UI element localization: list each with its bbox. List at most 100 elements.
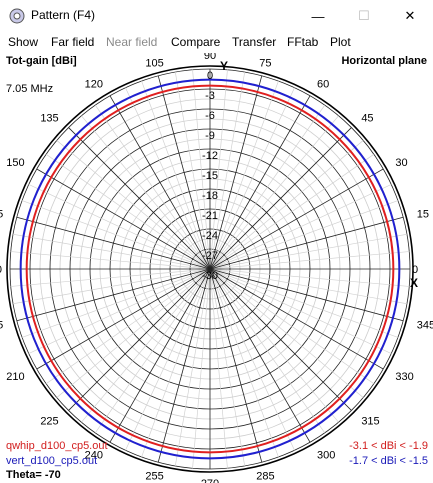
minor-spoke	[209, 268, 339, 423]
legend-series-2: vert_d100_cp5.out	[6, 455, 98, 467]
angle-tick-label: 75	[259, 57, 271, 69]
minor-spoke	[209, 69, 228, 270]
minor-spoke	[56, 268, 211, 398]
minor-spoke	[21, 200, 211, 270]
minor-spoke	[45, 153, 211, 270]
minor-spoke	[209, 87, 295, 270]
series-2-trace	[19, 78, 401, 460]
radial-tick-label: -24	[202, 230, 218, 242]
minor-spoke	[209, 268, 326, 434]
grid-spoke	[209, 268, 311, 443]
minimize-icon: —	[311, 8, 325, 24]
menu-fftab[interactable]: FFtab	[287, 35, 319, 49]
grid-spoke	[209, 216, 404, 270]
grid-spoke	[209, 268, 384, 370]
theta-readout: Theta= -70	[6, 469, 61, 481]
grid-spoke	[157, 268, 211, 463]
x-axis-marker: X	[410, 276, 418, 290]
angle-tick-label: 240	[85, 449, 103, 461]
range-series-1: -3.1 < dBi < -1.9	[349, 440, 428, 452]
grid-spoke	[209, 95, 311, 270]
angle-tick-label: 135	[40, 113, 58, 125]
minor-spoke	[10, 251, 211, 270]
angle-tick-label: 0	[412, 264, 418, 276]
minor-spoke	[81, 115, 211, 270]
minor-spoke	[209, 268, 279, 458]
minimize-button[interactable]: —	[295, 0, 341, 32]
menu-show[interactable]: Show	[8, 35, 39, 49]
close-button[interactable]: ✕	[387, 0, 433, 32]
minor-spoke	[10, 268, 211, 287]
frequency-label: 7.05 MHz	[6, 83, 54, 95]
title-bar[interactable]: Pattern (F4) — ☐ ✕	[0, 0, 433, 32]
angle-tick-label: 300	[317, 449, 335, 461]
grid-spoke	[16, 268, 211, 322]
grid-spoke	[209, 268, 404, 322]
maximize-icon: ☐	[358, 8, 370, 23]
minor-spoke	[209, 115, 339, 270]
minor-spoke	[209, 80, 279, 270]
radial-tick-label: -15	[202, 170, 218, 182]
radial-tick-label: -30	[202, 270, 218, 282]
radial-tick-label: -12	[202, 150, 218, 162]
radial-tick-label: -6	[205, 110, 215, 122]
radial-tick-label: 0	[207, 70, 213, 82]
minor-spoke	[28, 268, 211, 354]
radial-tick-label: -3	[205, 90, 215, 102]
angle-tick-label: 45	[361, 113, 373, 125]
minor-spoke	[209, 153, 375, 270]
minor-spoke	[192, 69, 211, 270]
minor-spoke	[209, 268, 364, 398]
minor-spoke	[141, 268, 211, 458]
angle-tick-label: 195	[0, 319, 3, 331]
minor-spoke	[209, 268, 246, 467]
minor-spoke	[94, 268, 211, 434]
minor-spoke	[209, 268, 399, 338]
menu-plot[interactable]: Plot	[330, 35, 351, 49]
grid-spoke	[109, 95, 211, 270]
range-series-2: -1.7 < dBi < -1.5	[349, 455, 428, 467]
angle-tick-label: 150	[6, 157, 24, 169]
angle-tick-label: 120	[85, 79, 103, 91]
radial-tick-label: -21	[202, 210, 218, 222]
grid-spoke	[16, 216, 211, 270]
minor-spoke	[12, 233, 211, 270]
minor-spoke	[81, 268, 211, 423]
minor-spoke	[209, 268, 228, 469]
grid-spoke	[209, 268, 263, 463]
minor-spoke	[209, 71, 246, 270]
grid-spoke	[209, 75, 263, 270]
grid-spoke	[68, 268, 211, 411]
menu-transfer[interactable]: Transfer	[232, 35, 277, 49]
close-icon: ✕	[404, 8, 416, 23]
minor-spoke	[209, 140, 364, 270]
angle-tick-label: 90	[204, 53, 216, 62]
angle-tick-label: 315	[361, 415, 379, 427]
grid-spoke	[109, 268, 211, 443]
minor-spoke	[141, 80, 211, 270]
app-icon	[9, 8, 25, 24]
quantity-label: Tot-gain [dBi]	[6, 55, 77, 67]
angle-tick-label: 270	[201, 478, 219, 483]
angle-tick-label: 345	[417, 319, 433, 331]
angle-tick-label: 60	[317, 79, 329, 91]
angle-tick-label: 30	[395, 157, 407, 169]
menu-bar: Show Far field Near field Compare Transf…	[0, 32, 433, 52]
menu-near-field[interactable]: Near field	[106, 35, 158, 49]
series-1-trace	[25, 84, 395, 454]
menu-far-field[interactable]: Far field	[51, 35, 95, 49]
menu-compare[interactable]: Compare	[171, 35, 221, 49]
maximize-button[interactable]: ☐	[341, 0, 387, 32]
plane-label: Horizontal plane	[341, 55, 427, 67]
grid-spoke	[36, 268, 211, 370]
angle-tick-label: 210	[6, 371, 24, 383]
minor-spoke	[209, 268, 295, 451]
pattern-plot-area[interactable]: 0 -3 -6 -9 -12 -15 -18 -21 -24 -27 -30 0 15 30 45 60 75 9…	[0, 53, 433, 483]
angle-tick-label: 285	[256, 471, 274, 483]
minor-spoke	[21, 268, 211, 338]
minor-spoke	[174, 71, 211, 270]
minor-spoke	[94, 104, 211, 270]
grid-spoke	[209, 168, 384, 270]
minor-spoke	[209, 233, 408, 270]
y-axis-marker: Y	[220, 59, 228, 73]
